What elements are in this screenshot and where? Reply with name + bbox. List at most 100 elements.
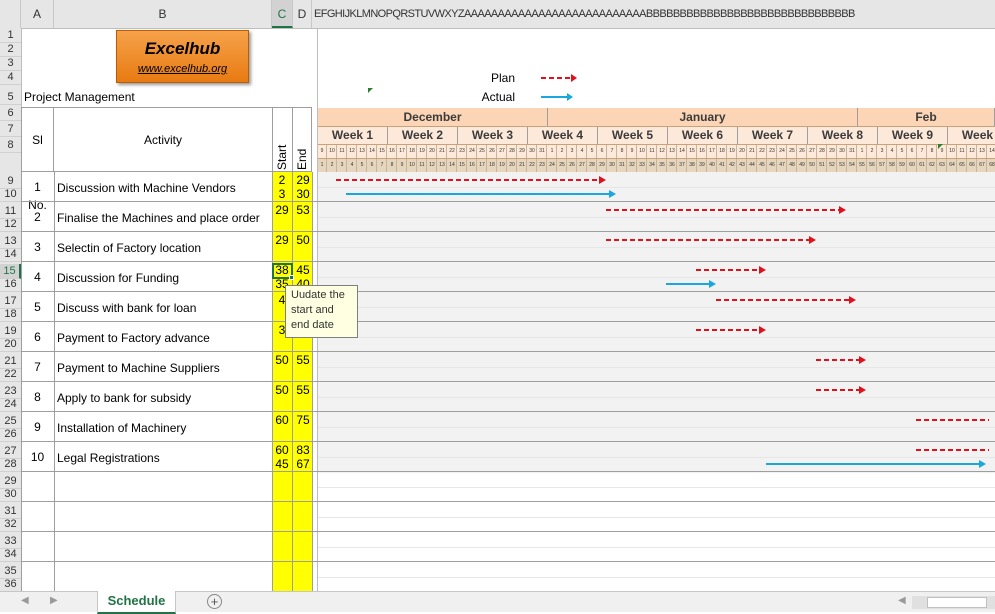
plan-start-cell[interactable]: 4 — [278, 293, 286, 307]
activity-name[interactable]: Payment to Factory advance — [57, 331, 210, 345]
activity-name[interactable]: Finalise the Machines and place order — [57, 211, 260, 225]
row-header[interactable]: 8 — [0, 138, 21, 153]
week-header: Week 2 — [388, 127, 458, 144]
scroll-left-icon[interactable]: ◀ — [898, 595, 906, 606]
activity-name[interactable]: Discuss with bank for loan — [57, 301, 197, 315]
row-header[interactable]: 18 — [0, 307, 21, 322]
select-all-corner[interactable] — [0, 0, 21, 28]
plan-end-cell[interactable]: 55 — [296, 383, 310, 397]
day-cell: 14 — [448, 159, 457, 172]
activity-name[interactable]: Installation of Machinery — [57, 421, 187, 435]
row-header[interactable]: 16 — [0, 277, 21, 292]
plan-end-cell[interactable]: 29 — [296, 173, 310, 187]
day-cell: 3 — [338, 159, 347, 172]
plan-start-cell[interactable]: 50 — [275, 383, 289, 397]
row-header[interactable]: 33 — [0, 534, 21, 549]
row-header[interactable]: 22 — [0, 367, 21, 382]
row-header[interactable]: 20 — [0, 337, 21, 352]
row-header[interactable]: 24 — [0, 397, 21, 412]
day-cell: 16 — [468, 159, 477, 172]
activity-name[interactable]: Apply to bank for subsidy — [57, 391, 192, 405]
row-header[interactable]: 23 — [0, 384, 21, 399]
plan-start-cell[interactable]: 3 — [278, 323, 286, 337]
row-header[interactable]: 36 — [0, 577, 21, 591]
add-sheet-icon[interactable]: + — [207, 594, 222, 609]
row-header[interactable]: 28 — [0, 457, 21, 472]
activity-name[interactable]: Legal Registrations — [57, 451, 160, 465]
row-header[interactable]: 6 — [0, 106, 21, 121]
plan-start-cell[interactable]: 29 — [275, 233, 289, 247]
row-header[interactable]: 17 — [0, 294, 21, 309]
activity-number[interactable]: 5 — [34, 300, 41, 314]
plan-start-cell[interactable]: 2 — [278, 173, 286, 187]
row-header[interactable]: 11 — [0, 204, 21, 219]
plan-end-cell[interactable]: 50 — [296, 233, 310, 247]
plan-end-cell[interactable]: 55 — [296, 353, 310, 367]
activity-number[interactable]: 6 — [34, 330, 41, 344]
row-header[interactable]: 32 — [0, 517, 21, 532]
row-header[interactable]: 30 — [0, 487, 21, 502]
activity-name[interactable]: Selectin of Factory location — [57, 241, 202, 255]
row-header[interactable]: 7 — [0, 122, 21, 137]
tab-nav-right-icon[interactable]: ▶ — [50, 595, 58, 606]
plan-start-cell[interactable]: 60 — [275, 443, 289, 457]
row-header[interactable]: 27 — [0, 444, 21, 459]
tab-nav-left-icon[interactable]: ◀ — [21, 595, 29, 606]
plan-start-cell[interactable]: 60 — [275, 413, 289, 427]
activity-number[interactable]: 9 — [34, 420, 41, 434]
activity-number[interactable]: 8 — [34, 390, 41, 404]
fill-handle[interactable] — [289, 275, 294, 280]
column-header[interactable]: B — [54, 0, 272, 28]
row-header[interactable]: 21 — [0, 354, 21, 369]
row-header[interactable]: 9 — [0, 174, 21, 189]
row-header[interactable]: 12 — [0, 217, 21, 232]
logo-url[interactable]: www.excelhub.org — [137, 63, 228, 75]
row-header[interactable]: 14 — [0, 247, 21, 262]
row-header[interactable]: 29 — [0, 474, 21, 489]
horizontal-scrollbar[interactable] — [912, 596, 995, 609]
row-header[interactable]: 31 — [0, 504, 21, 519]
actual-start-cell[interactable]: 45 — [275, 457, 289, 471]
activity-number[interactable]: 4 — [34, 270, 41, 284]
activity-name[interactable]: Discussion with Machine Vendors — [57, 181, 236, 195]
row-header[interactable]: 26 — [0, 427, 21, 442]
plan-end-cell[interactable]: 75 — [296, 413, 310, 427]
row-header[interactable]: 35 — [0, 564, 21, 579]
selected-cell[interactable] — [272, 263, 293, 279]
row-header[interactable]: 34 — [0, 547, 21, 562]
actual-start-cell[interactable]: 3 — [278, 187, 286, 201]
plan-start-cell[interactable]: 50 — [275, 353, 289, 367]
column-header[interactable]: A — [21, 0, 54, 28]
week-header: Week 5 — [598, 127, 668, 144]
activity-number[interactable]: 3 — [34, 240, 41, 254]
row-header[interactable]: 25 — [0, 414, 21, 429]
activity-number[interactable]: 10 — [30, 450, 45, 464]
column-header[interactable]: C — [272, 0, 293, 28]
activity-number[interactable]: 2 — [34, 210, 41, 224]
activity-number[interactable]: 7 — [34, 360, 41, 374]
plan-end-cell[interactable]: 83 — [296, 443, 310, 457]
row-header[interactable]: 13 — [0, 234, 21, 249]
activity-name[interactable]: Discussion for Funding — [57, 271, 180, 285]
row-header[interactable]: 3 — [0, 56, 21, 71]
plan-end-cell[interactable]: 45 — [296, 263, 310, 277]
plan-start-cell[interactable]: 29 — [275, 203, 289, 217]
actual-end-cell[interactable]: 30 — [296, 187, 310, 201]
activity-name[interactable]: Payment to Machine Suppliers — [57, 361, 220, 375]
row-header[interactable]: 5 — [0, 90, 21, 105]
column-header[interactable]: D — [293, 0, 312, 28]
scroll-thumb[interactable] — [927, 597, 987, 608]
row-header[interactable]: 15 — [0, 264, 21, 279]
actual-end-cell[interactable]: 67 — [296, 457, 310, 471]
plan-end-cell[interactable]: 53 — [296, 203, 310, 217]
gantt-body — [318, 172, 995, 473]
column-headers-right[interactable]: EFGHIJKLMNOPQRSTUVWXYZAAAAAAAAAAAAAAAAAA… — [314, 8, 855, 20]
activity-number[interactable]: 1 — [34, 180, 41, 194]
day-cell: 56 — [868, 159, 877, 172]
row-header[interactable]: 10 — [0, 187, 21, 202]
row-header[interactable]: 4 — [0, 70, 21, 85]
row-header[interactable]: 2 — [0, 42, 21, 57]
row-header[interactable]: 19 — [0, 324, 21, 339]
plan-start-cell[interactable]: 38 — [275, 263, 289, 277]
row-header[interactable]: 1 — [0, 28, 21, 43]
